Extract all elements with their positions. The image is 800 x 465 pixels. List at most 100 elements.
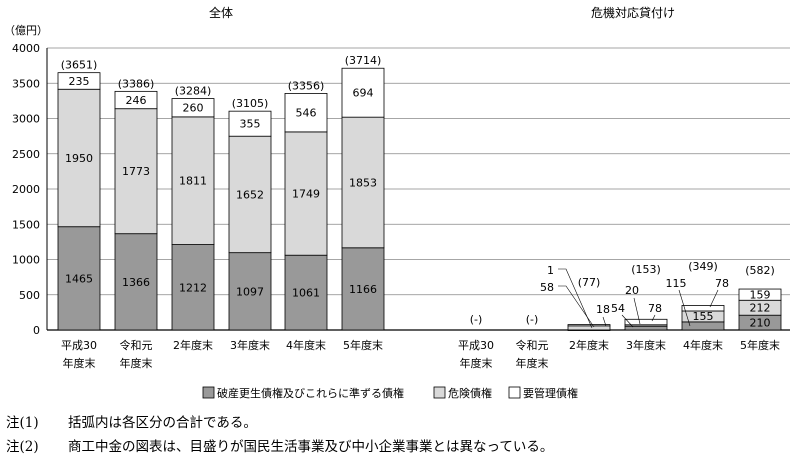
bar-segment [114,90,158,110]
total-label: (3714) [345,54,382,67]
note-2-text: 商工中金の図表は、目盛りが国民生活事業及び中小企業事業とは異なっている。 [68,439,554,455]
bar-segment [284,254,328,331]
x-tick-label: 2年度末 [569,338,609,352]
data-label: 78 [648,302,662,315]
total-label: (3356) [288,79,325,92]
bar-segment [228,252,272,331]
leader-line [558,268,593,329]
leader-line [709,289,719,308]
x-tick-label: 平成30 [61,339,97,352]
total-label: (349) [688,260,718,273]
bar-segment [738,288,782,301]
x-tick-label: 3年度末 [230,338,270,352]
data-label: 546 [296,107,317,120]
bar-segment [171,244,215,331]
bar-segment [681,305,725,312]
note-1-text: 括弧内は各区分の合計である。 [68,415,257,431]
y-tick-label: 4000 [12,42,40,55]
legend-label: 破産更生債権及びこれらに準ずる債権 [217,386,404,400]
total-label: (153) [631,263,661,276]
data-label: 58 [540,281,554,294]
total-label: (582) [745,264,775,277]
x-tick-label: 4年度末 [286,338,326,352]
total-label: (3386) [118,77,155,90]
data-label: 54 [611,302,625,315]
bar-segment [567,325,611,331]
legend-swatch [508,386,521,399]
data-label: 115 [666,277,687,290]
y-tick-label: 3500 [12,77,40,90]
legend-label: 要管理債権 [523,386,578,400]
x-tick-label: 令和元 [120,338,153,352]
note-2-label: 注(2) [6,439,39,455]
data-label: 235 [69,75,90,88]
bar-segment [228,110,272,137]
data-label: 1749 [292,188,320,201]
x-tick-label: 年度末 [120,356,153,370]
bar-segment [114,233,158,331]
x-tick-label: 平成30 [458,339,494,352]
y-tick-label: 0 [33,324,40,337]
bar-segment [624,325,668,331]
data-label: 1061 [292,287,320,300]
leader-line [621,314,634,328]
data-label: 355 [240,118,261,131]
bar-segment [624,318,668,326]
data-label: 78 [715,277,729,290]
note-2: 注(2) 商工中金の図表は、目盛りが国民生活事業及び中小企業事業とは異なっている。 [6,435,553,455]
x-tick-label: 年度末 [516,356,549,370]
data-label: 1097 [236,285,264,298]
data-label: 694 [353,87,374,100]
y-tick-label: 2000 [12,183,40,196]
data-label: 1 [547,264,554,277]
data-label: 159 [750,289,771,302]
bar-segment [57,72,101,90]
y-axis-unit: （億円） [4,24,48,37]
data-label: 155 [693,310,714,323]
data-label: 212 [750,302,771,315]
x-tick-label: 2年度末 [173,338,213,352]
total-label: (77) [578,276,601,289]
x-tick-label: 5年度末 [740,338,780,352]
legend-label: 危険債権 [448,386,492,400]
y-tick-label: 2500 [12,148,40,161]
y-tick-label: 3000 [12,113,40,126]
y-tick-label: 1500 [12,218,40,231]
leader-line [633,297,641,325]
data-label: 1773 [122,165,150,178]
data-label: 1853 [349,176,377,189]
bar-segment [567,324,611,327]
chart-title-overall: 全体 [209,5,233,20]
bar-segment [341,67,385,118]
total-label: (-) [526,313,539,326]
data-label: 1212 [179,281,207,294]
data-label: 1465 [65,272,93,285]
bar-segment [341,247,385,331]
y-tick-label: 1000 [12,254,40,267]
leader-line [602,316,607,327]
data-label: 1652 [236,188,264,201]
bar-segment [284,131,328,256]
bar-segment [284,93,328,133]
leader-line [678,289,691,327]
x-tick-label: 令和元 [516,338,549,352]
x-tick-label: 4年度末 [683,338,723,352]
data-label: 1811 [179,175,207,188]
data-label: 260 [183,102,204,115]
x-tick-label: 年度末 [460,356,493,370]
note-1: 注(1) 括弧内は各区分の合計である。 [6,411,257,431]
data-label: 1366 [122,276,150,289]
chart-title-crisis: 危機対応貸付け [591,5,675,20]
x-tick-label: 3年度末 [626,338,666,352]
x-tick-label: 5年度末 [343,338,383,352]
data-label: 1950 [65,152,93,165]
y-tick-label: 500 [19,289,40,302]
legend-swatch [202,386,215,399]
total-label: (3105) [232,97,269,110]
data-label: 20 [625,284,639,297]
bar-segment [114,108,158,235]
bar-segment [341,116,385,249]
x-tick-label: 年度末 [63,356,96,370]
bar-segment [57,88,101,228]
